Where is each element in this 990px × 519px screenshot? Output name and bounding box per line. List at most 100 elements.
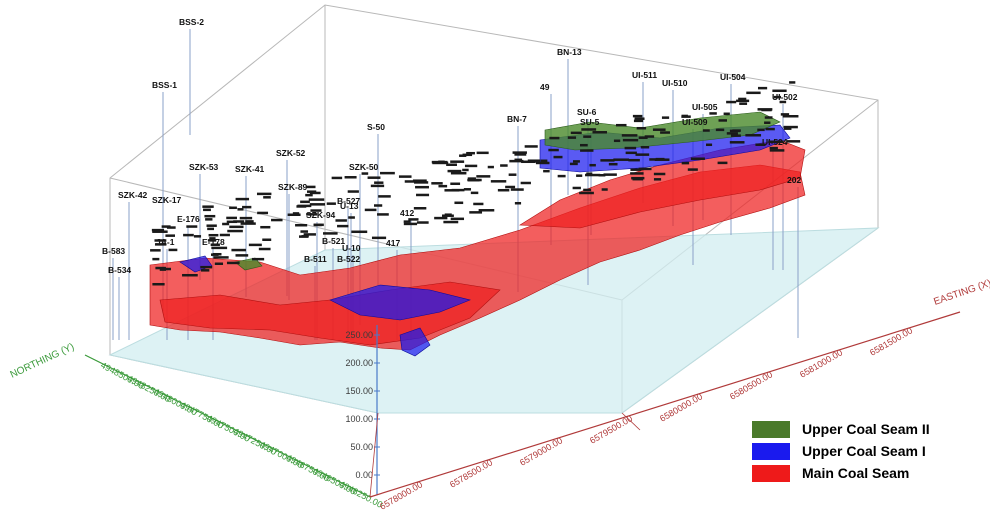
clutter-mark bbox=[579, 191, 594, 195]
borehole-label: SZK-52 bbox=[276, 148, 306, 158]
clutter-mark bbox=[242, 205, 252, 209]
legend-swatch bbox=[752, 464, 790, 482]
clutter-mark bbox=[548, 148, 559, 152]
clutter-mark bbox=[155, 266, 166, 270]
clutter-mark bbox=[159, 268, 166, 271]
clutter-mark bbox=[166, 226, 176, 229]
clutter-mark bbox=[690, 157, 705, 160]
clutter-mark bbox=[204, 214, 216, 218]
clutter-mark bbox=[451, 188, 465, 192]
clutter-mark bbox=[326, 202, 336, 205]
clutter-mark bbox=[572, 186, 581, 190]
clutter-mark bbox=[431, 182, 443, 185]
clutter-mark bbox=[638, 167, 652, 171]
borehole-label: B-522 bbox=[337, 254, 360, 264]
clutter-mark bbox=[240, 222, 256, 225]
clutter-mark bbox=[431, 160, 448, 164]
clutter-mark bbox=[459, 154, 467, 157]
clutter-mark bbox=[287, 213, 301, 217]
clutter-mark bbox=[512, 151, 527, 154]
clutter-mark bbox=[226, 261, 240, 265]
easting-tick-label: 6579000.00 bbox=[518, 435, 564, 467]
borehole-label: UI-510 bbox=[662, 78, 688, 88]
legend-label: Upper Coal Seam I bbox=[802, 443, 926, 459]
clutter-mark bbox=[576, 174, 583, 177]
clutter-mark bbox=[443, 220, 459, 224]
clutter-mark bbox=[601, 188, 608, 191]
borehole-label: SZK-50 bbox=[349, 162, 379, 172]
clutter-mark bbox=[569, 162, 578, 166]
clutter-mark bbox=[514, 153, 527, 156]
clutter-mark bbox=[150, 249, 161, 252]
borehole-label: UI-504 bbox=[720, 72, 746, 82]
clutter-mark bbox=[227, 229, 243, 233]
borehole-label: BSS-2 bbox=[179, 17, 204, 27]
borehole-label: E-176 bbox=[177, 214, 200, 224]
clutter-mark bbox=[154, 239, 167, 242]
easting-tick-label: 6579500.00 bbox=[588, 413, 634, 445]
clutter-mark bbox=[730, 134, 741, 137]
clutter-mark bbox=[300, 230, 309, 233]
clutter-mark bbox=[613, 139, 621, 143]
clutter-mark bbox=[661, 116, 670, 119]
clutter-mark bbox=[780, 113, 790, 116]
clutter-mark bbox=[769, 149, 785, 152]
clutter-mark bbox=[239, 216, 253, 220]
clutter-mark bbox=[768, 140, 784, 144]
clutter-mark bbox=[299, 235, 309, 238]
clutter-mark bbox=[300, 200, 310, 204]
clutter-mark bbox=[404, 180, 417, 183]
clutter-mark bbox=[462, 168, 469, 172]
clutter-mark bbox=[508, 173, 517, 176]
clutter-mark bbox=[351, 230, 368, 234]
clutter-mark bbox=[706, 143, 713, 147]
legend-item-upper-coal-seam-ii: Upper Coal Seam II bbox=[752, 418, 982, 440]
clutter-mark bbox=[549, 136, 560, 140]
clutter-mark bbox=[640, 145, 650, 149]
borehole-label: SZK-94 bbox=[306, 210, 336, 220]
easting-axis-title: EASTING (X) bbox=[932, 278, 990, 308]
clutter-mark bbox=[403, 220, 411, 223]
clutter-mark bbox=[603, 173, 617, 176]
clutter-mark bbox=[205, 218, 213, 221]
clutter-mark bbox=[782, 115, 799, 118]
clutter-mark bbox=[570, 131, 582, 135]
clutter-mark bbox=[203, 208, 211, 212]
clutter-mark bbox=[210, 243, 220, 246]
clutter-mark bbox=[589, 163, 596, 167]
easting-tick-label: 6581500.00 bbox=[868, 325, 914, 357]
clutter-mark bbox=[772, 89, 787, 93]
clutter-mark bbox=[718, 119, 727, 122]
clutter-mark bbox=[307, 190, 317, 193]
clutter-mark bbox=[520, 181, 531, 185]
clutter-mark bbox=[622, 138, 639, 142]
clutter-mark bbox=[635, 153, 650, 156]
legend-label: Main Coal Seam bbox=[802, 465, 910, 481]
clutter-mark bbox=[757, 128, 765, 132]
clutter-mark bbox=[653, 178, 662, 181]
clutter-mark bbox=[408, 218, 419, 221]
borehole-label: 49 bbox=[540, 82, 550, 92]
clutter-mark bbox=[374, 181, 384, 184]
clutter-mark bbox=[615, 123, 627, 127]
clutter-mark bbox=[510, 188, 524, 191]
borehole-label: SZK-17 bbox=[152, 195, 182, 205]
clutter-mark bbox=[543, 169, 550, 173]
clutter-mark bbox=[434, 216, 448, 220]
clutter-mark bbox=[200, 269, 210, 272]
clutter-mark bbox=[687, 168, 698, 171]
clutter-mark bbox=[632, 114, 643, 118]
clutter-mark bbox=[306, 213, 318, 216]
borehole-label: SZK-42 bbox=[118, 190, 148, 200]
clutter-mark bbox=[416, 221, 429, 224]
clutter-mark bbox=[729, 141, 745, 144]
clutter-mark bbox=[789, 81, 796, 84]
clutter-mark bbox=[630, 168, 642, 171]
clutter-mark bbox=[521, 160, 536, 164]
clutter-mark bbox=[361, 172, 369, 175]
clutter-mark bbox=[378, 195, 391, 198]
clutter-mark bbox=[644, 135, 655, 138]
clutter-mark bbox=[370, 184, 385, 188]
clutter-mark bbox=[726, 132, 738, 135]
borehole-label: BN-13 bbox=[557, 47, 582, 57]
